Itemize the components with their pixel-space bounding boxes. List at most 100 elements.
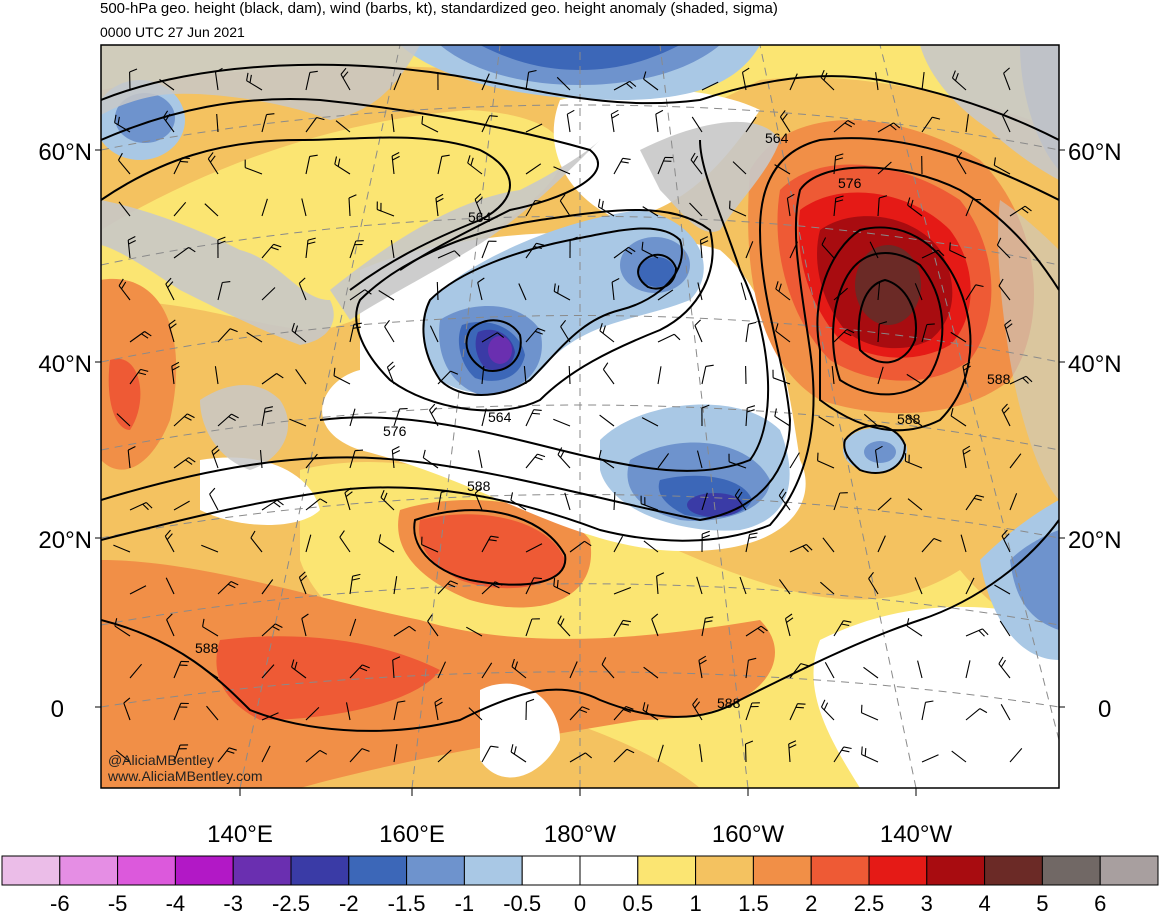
wind-barb [696, 450, 703, 469]
wind-barb [349, 324, 355, 343]
wind-barb-feather [339, 530, 345, 538]
wind-barb [393, 73, 402, 91]
wind-barb-feather [567, 109, 575, 115]
wind-barb-feather [319, 498, 328, 504]
credit-handle: @AliciaMBentley [108, 752, 215, 768]
lat-label-left: 40°N [38, 351, 92, 378]
wind-barb-feather [628, 246, 636, 253]
wind-barb [390, 240, 395, 259]
wind-barb [868, 578, 879, 595]
wind-barb-feather [553, 578, 556, 587]
wind-barb-feather [889, 124, 897, 131]
wind-barb-feather [294, 661, 298, 670]
wind-barb-feather [171, 361, 180, 367]
wind-barb-feather [694, 701, 701, 709]
wind-barb-feather [673, 333, 681, 341]
anomaly-orange-tropics [101, 560, 775, 788]
wind-barb [960, 534, 967, 553]
wind-barb-feather [560, 319, 567, 327]
wind-barb-feather [392, 450, 401, 455]
wind-barb [123, 702, 131, 721]
wind-barb-feather [705, 616, 714, 619]
wind-barb-feather [128, 240, 136, 245]
wind-barb [745, 241, 754, 259]
wind-barb [217, 747, 230, 763]
wind-barb-feather [879, 195, 888, 199]
wind-barb-feather [361, 748, 370, 752]
wind-barb-feather [579, 709, 588, 714]
wind-barb [261, 408, 266, 427]
wind-barb-feather [378, 534, 382, 543]
wind-barb [435, 198, 439, 217]
wind-barb-feather [623, 708, 631, 713]
wind-barb-feather [231, 413, 239, 419]
wind-barb-feather [129, 68, 138, 73]
wind-barb [481, 408, 487, 427]
wind-barb-feather [212, 449, 220, 456]
wind-barb [877, 535, 886, 553]
wind-barb [525, 409, 535, 427]
wind-barb [1009, 493, 1018, 511]
wind-barb [422, 457, 439, 469]
wind-barb [557, 622, 571, 637]
wind-barb [481, 535, 492, 553]
wind-barb [301, 198, 307, 217]
wind-barb-feather [168, 319, 176, 326]
wind-barb-feather [925, 700, 934, 703]
wind-barb [692, 704, 703, 721]
wind-barb [553, 418, 571, 427]
wind-barb-feather [910, 199, 914, 208]
wind-barb-feather [620, 623, 629, 626]
wind-barb [952, 77, 967, 91]
wind-barb-feather [536, 242, 545, 246]
colorbar-swatch [59, 855, 119, 886]
wind-barb-feather [397, 700, 406, 703]
wind-barb [745, 116, 757, 133]
axis-labels: 60°N 40°N 20°N 0 60°N 40°N 20°N 0 140°E … [38, 139, 1121, 848]
wind-barb [745, 534, 751, 553]
wind-barb-feather [534, 330, 543, 335]
wind-barb-feather [734, 488, 741, 496]
wind-barb [391, 156, 395, 175]
wind-barb [745, 324, 750, 343]
wind-barb [774, 415, 791, 427]
wind-barb-feather [202, 618, 205, 627]
wind-barb [701, 618, 706, 637]
wind-barb [429, 409, 439, 427]
wind-barb-feather [835, 157, 844, 161]
colorbar-label: 0 [574, 891, 586, 913]
wind-barb [386, 366, 395, 385]
wind-barb [833, 120, 849, 133]
wind-barb [789, 663, 802, 679]
colorbar-swatch [637, 855, 697, 886]
colorbar-swatch [984, 855, 1043, 886]
wind-barb-feather [249, 74, 252, 83]
wind-barb-feather [276, 499, 284, 506]
wind-barb [217, 581, 232, 595]
wind-barb-feather [166, 613, 173, 620]
wind-barb-feather [690, 152, 696, 161]
lat-label-right: 60°N [1068, 139, 1122, 166]
wind-barb-feather [704, 620, 713, 623]
wind-barb-feather [651, 613, 659, 620]
wind-barb-feather [701, 404, 710, 409]
wind-barb-feather [963, 449, 971, 455]
wind-barb-feather [429, 403, 436, 411]
wind-barb-feather [388, 365, 396, 372]
wind-barb [657, 744, 664, 763]
anomaly-neutral-southeast [813, 606, 1059, 788]
wind-barb [349, 408, 356, 427]
wind-barb [877, 122, 894, 133]
wind-barb-feather [1021, 207, 1029, 214]
wind-barb-feather [167, 281, 174, 288]
wind-barb [437, 749, 452, 763]
wind-barb-feather [698, 655, 707, 661]
wind-barb [113, 544, 131, 553]
wind-barb [261, 243, 275, 259]
wind-barb [481, 73, 490, 91]
wind-barb [437, 492, 442, 511]
wind-barb-feather [699, 659, 707, 665]
wind-barb [877, 197, 880, 217]
colorbar-label: 3 [921, 891, 933, 913]
wind-barb [784, 618, 791, 637]
